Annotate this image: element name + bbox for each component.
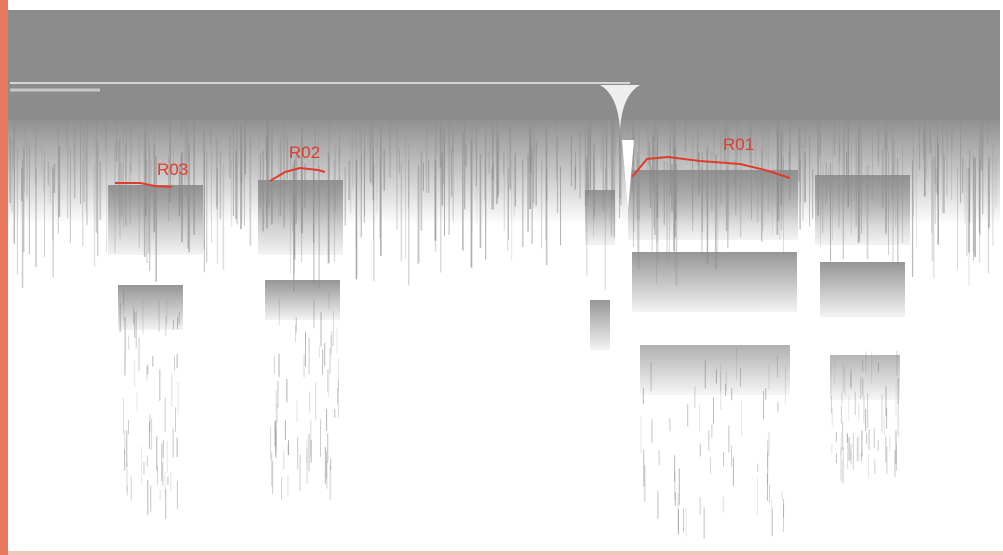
reflection-r01-lower <box>640 345 790 395</box>
reflection-r01-upper <box>628 170 798 240</box>
reflection-r01-mid <box>632 252 797 312</box>
reflection-blobs <box>108 170 910 400</box>
surface-band <box>8 10 1000 120</box>
reflection-r02-upper <box>258 180 343 255</box>
reflection-right-mid <box>820 262 905 317</box>
annotation-label-r03: R03 <box>157 160 188 179</box>
bottom-edge-border <box>8 551 1003 555</box>
reflection-center-mid <box>590 300 610 350</box>
reflection-r03-mid <box>118 285 183 330</box>
hyperbola-notch <box>600 85 640 130</box>
reflection-right-lower <box>830 355 900 400</box>
reflection-r03-upper <box>108 185 203 255</box>
annotation-line-r03 <box>115 182 173 188</box>
left-edge-border <box>0 0 8 555</box>
annotation-line-r01 <box>631 155 791 179</box>
reflection-right-upper <box>815 175 910 245</box>
annotation-label-r01: R01 <box>723 135 754 154</box>
annotation-label-r02: R02 <box>289 143 320 162</box>
hyperbola-gap <box>622 140 634 210</box>
annotation-line-r02 <box>269 166 326 182</box>
reflection-r02-mid <box>265 280 340 320</box>
reflection-center-upper <box>585 190 615 245</box>
